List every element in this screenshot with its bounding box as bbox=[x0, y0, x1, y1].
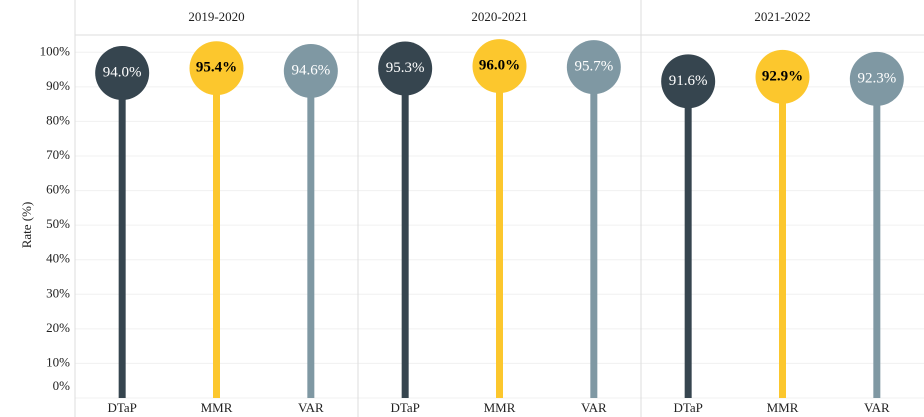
lollipop-head bbox=[661, 54, 716, 109]
value-label: 94.0% bbox=[103, 64, 142, 80]
lollipop-head bbox=[566, 40, 621, 95]
x-tick-label: DTaP bbox=[673, 400, 702, 415]
y-axis-label: Rate (%) bbox=[19, 202, 34, 249]
y-tick-label: 0% bbox=[53, 378, 71, 393]
value-label: 94.6% bbox=[291, 62, 330, 78]
value-label: 92.9% bbox=[762, 68, 803, 84]
lollipop-head bbox=[378, 41, 433, 96]
lollipop-head bbox=[283, 43, 338, 98]
y-tick-label: 30% bbox=[46, 285, 70, 300]
y-tick-label: 70% bbox=[46, 147, 70, 162]
x-tick-label: MMR bbox=[767, 400, 799, 415]
x-tick-label: MMR bbox=[484, 400, 516, 415]
x-tick-label: DTaP bbox=[390, 400, 419, 415]
y-tick-label: 90% bbox=[46, 78, 70, 93]
lollipop-head bbox=[95, 46, 150, 101]
panel-title: 2019-2020 bbox=[188, 9, 244, 24]
lollipop-head bbox=[472, 39, 527, 94]
y-tick-label: 20% bbox=[46, 320, 70, 335]
value-label: 96.0% bbox=[479, 58, 520, 74]
x-tick-label: DTaP bbox=[107, 400, 136, 415]
value-label: 95.7% bbox=[574, 59, 613, 75]
panel-title: 2020-2021 bbox=[471, 9, 527, 24]
value-label: 92.3% bbox=[857, 70, 896, 86]
y-tick-label: 40% bbox=[46, 251, 70, 266]
value-label: 95.3% bbox=[386, 60, 425, 76]
y-tick-label: 80% bbox=[46, 112, 70, 127]
value-label: 91.6% bbox=[669, 73, 708, 89]
lollipop-head bbox=[849, 51, 904, 106]
y-tick-label: 50% bbox=[46, 216, 70, 231]
y-tick-label: 10% bbox=[46, 354, 70, 369]
x-tick-label: VAR bbox=[864, 400, 890, 415]
y-tick-label: 100% bbox=[40, 43, 71, 58]
x-tick-label: MMR bbox=[201, 400, 233, 415]
lollipop-head bbox=[755, 49, 810, 104]
panel-title: 2021-2022 bbox=[754, 9, 810, 24]
y-tick-label: 60% bbox=[46, 182, 70, 197]
x-tick-label: VAR bbox=[581, 400, 607, 415]
x-tick-label: VAR bbox=[298, 400, 324, 415]
lollipop-head bbox=[189, 41, 244, 96]
value-label: 95.4% bbox=[196, 60, 237, 76]
